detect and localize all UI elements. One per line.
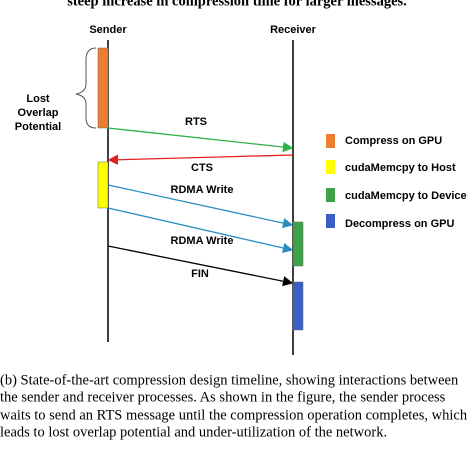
caption-line: leads to lost overlap potential and unde…	[0, 424, 387, 440]
message-label: RTS	[185, 116, 207, 128]
cts-arrow	[107, 154, 294, 165]
message-label: FIN	[191, 268, 209, 280]
message-label: RDMA Write	[171, 184, 234, 196]
sender-label: Sender	[89, 24, 127, 36]
memcpy-host-block	[97, 161, 109, 209]
legend-swatch	[326, 188, 335, 202]
decompress-block	[292, 281, 304, 331]
legend-label: Decompress on GPU	[345, 218, 454, 230]
legend-swatch	[326, 160, 335, 174]
legend-swatch	[326, 214, 335, 228]
legend-swatch	[326, 134, 335, 148]
compress-block	[97, 47, 109, 129]
brace	[75, 47, 97, 129]
receiver-label: Receiver	[270, 24, 317, 36]
legend-label: cudaMemcpy to Device	[345, 190, 467, 202]
rdma-arrow	[107, 184, 294, 229]
legend-label: cudaMemcpy to Host	[345, 162, 456, 174]
memcpy-device-block	[292, 221, 304, 267]
rdma-arrow	[107, 207, 294, 254]
message-label: RDMA Write	[171, 235, 234, 247]
caption-line: waits to send an RTS message until the c…	[0, 407, 468, 423]
header-text: steep increase in compression time for l…	[67, 0, 407, 9]
caption-line: (b) State-of-the-art compression design …	[0, 372, 459, 388]
annotation: Overlap	[18, 107, 59, 119]
annotation: Lost	[26, 93, 50, 105]
message-label: CTS	[191, 162, 213, 174]
legend-label: Compress on GPU	[345, 135, 442, 147]
fin-arrow	[107, 245, 294, 287]
rts-arrow	[107, 127, 294, 153]
annotation: Potential	[15, 121, 61, 133]
caption-line: the sender and receiver processes. As sh…	[0, 389, 446, 405]
